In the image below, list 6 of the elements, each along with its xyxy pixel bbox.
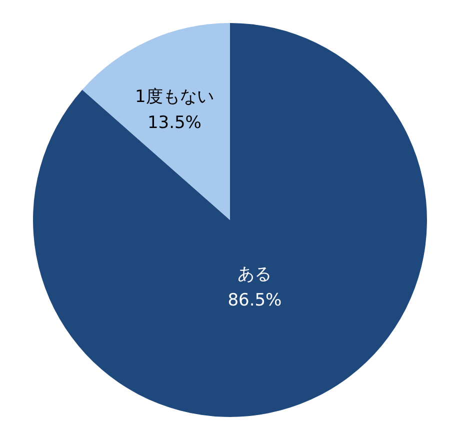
data-label: 13.5%: [147, 112, 202, 133]
data-label: 86.5%: [228, 290, 282, 311]
pie-slice: [82, 23, 230, 220]
pie-slice: [33, 23, 427, 417]
slice-label: ある: [238, 264, 272, 285]
slice-label: 1度もない: [135, 86, 214, 107]
